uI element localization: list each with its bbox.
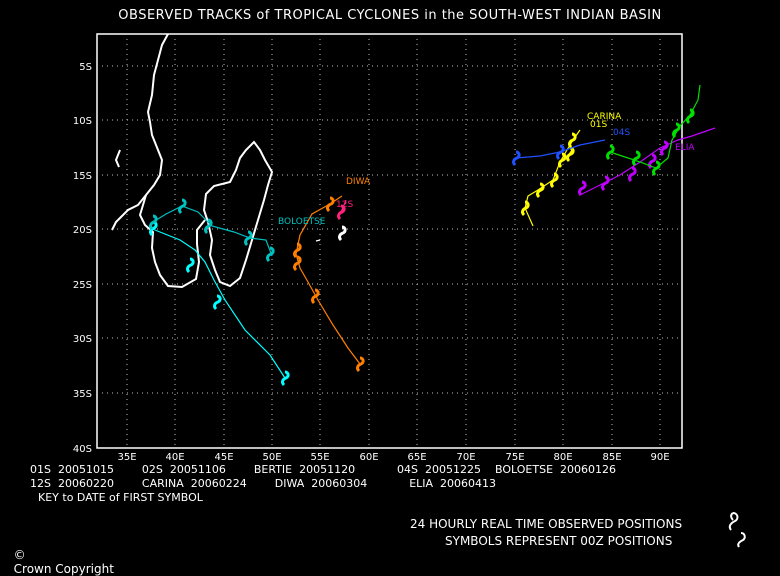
track-line [515,139,606,159]
cyclone-symbol-icon [566,146,575,163]
cyclone-symbol-icon [578,180,587,197]
track-labels: 01S 04S BOLOETSE 12S CARINA DIWA ELIA [278,112,695,227]
track-line [149,227,286,379]
map-title: OBSERVED TRACKS of TROPICAL CYCLONES in … [118,8,662,23]
lat-tick-label: 10S [73,116,92,127]
cyclone-symbol-icon [337,204,346,221]
lon-tick-label: 75E [505,452,524,463]
cyclone-symbol-icon [601,175,610,192]
cyclone-symbol-icon [632,150,641,167]
madagascar-coastline [202,140,274,288]
lon-tick-label: 40E [165,452,184,463]
track-line [295,195,361,365]
cyclone-symbol-icon [311,288,320,305]
cyclone-symbol-icon [326,196,335,213]
cyclone-symbol-icon [293,242,302,259]
lat-tick-label: 15S [73,171,92,182]
cyclone-symbol-icon [728,512,739,531]
cyclone-symbol-icon [512,150,521,167]
cyclone-symbol-icon [149,220,158,237]
cyclone-symbol-icon [672,122,681,139]
cyclone-symbol-icon [213,294,222,311]
cyclone-tracks [149,84,716,387]
lat-tick-label: 5S [79,62,92,73]
key-row-2: 12S 20060220 CARINA 20060224 DIWA 200603… [30,477,497,490]
track-line [609,84,701,169]
storm-label: DIWA [346,177,371,187]
lat-tick-label: 30S [73,334,92,345]
mozambique-coast [138,194,206,289]
storm-label: 12S [336,200,353,210]
copyright: © Crown Copyright [6,534,114,576]
cyclone-symbol-icon [660,140,669,157]
cyclone-symbol-icon [149,214,158,231]
track-line [152,205,273,257]
longitude-labels: 35E 40E 45E 50E 55E 60E 65E 70E 75E 80E 85E 90E [117,452,669,463]
cyclone-symbol-icon [244,230,253,247]
lon-tick-label: 45E [214,452,233,463]
plot-frame [96,33,683,449]
key-row-1: 01S 20051015 02S 20051106 BERTIE 2005112… [30,463,616,476]
gridlines [97,34,682,448]
cyclone-symbol-icon [628,166,637,183]
copyright-text: Crown Copyright [13,562,114,576]
cyclone-symbol-icon [338,225,347,242]
cyclone-symbol-icon [686,108,695,125]
track-line [524,129,581,227]
lon-tick-label: 65E [407,452,426,463]
storm-label: 04S [613,128,630,138]
storm-label: CARINA [587,112,622,122]
cyclone-symbol-icon [558,152,567,169]
cyclone-symbol-icon [521,200,530,217]
cyclone-symbol-icon [178,198,187,215]
footer-line-2: SYMBOLS REPRESENT 00Z POSITIONS [445,534,673,548]
lon-tick-label: 80E [553,452,572,463]
lon-tick-label: 90E [650,452,669,463]
coastline [111,33,274,289]
cyclone-symbol-icon [186,257,195,274]
lon-tick-label: 85E [602,452,621,463]
cyclone-symbol-icon [356,356,365,373]
lat-tick-label: 35S [73,389,92,400]
lon-tick-label: 50E [262,452,281,463]
cyclone-symbol-icon [536,182,545,199]
cyclone-symbol-icon [281,370,290,387]
track-line [340,199,347,213]
storm-label: 01S [590,120,607,130]
lon-tick-label: 60E [359,452,378,463]
lon-tick-label: 55E [310,452,329,463]
cyclone-symbol-icon [606,144,615,161]
track-line [579,127,716,196]
track-line [315,239,321,242]
lat-tick-label: 40S [73,444,92,455]
cyclone-symbol-icon [550,172,559,189]
cyclone-symbol-icon [568,132,577,149]
africa-coastline [111,33,169,231]
latitude-labels: 5S 10S 15S 20S 25S 30S 35S 40S [73,62,92,455]
cyclone-symbol-icon [293,255,302,272]
storm-label: BOLOETSE [278,217,326,227]
cyclone-symbol-icon [652,160,661,177]
copyright-icon: © [13,548,26,562]
cyclone-symbol-icon [737,532,746,548]
lon-tick-label: 70E [456,452,475,463]
lat-tick-label: 20S [73,225,92,236]
cyclone-symbol-icon [266,246,275,263]
cyclone-symbol-icon [556,144,565,161]
key-caption: KEY to DATE of FIRST SYMBOL [38,491,203,504]
footer-line-1: 24 HOURLY REAL TIME OBSERVED POSITIONS [410,517,683,531]
cyclone-symbol-icon [204,218,213,235]
horn-coast [114,149,121,168]
cyclone-track-map: 5S 10S 15S 20S 25S 30S 35S 40S 35E 40E 45E 50E 55E 6… [73,33,746,548]
lon-tick-label: 35E [117,452,136,463]
storm-label: ELIA [675,143,695,153]
lat-tick-label: 25S [73,280,92,291]
